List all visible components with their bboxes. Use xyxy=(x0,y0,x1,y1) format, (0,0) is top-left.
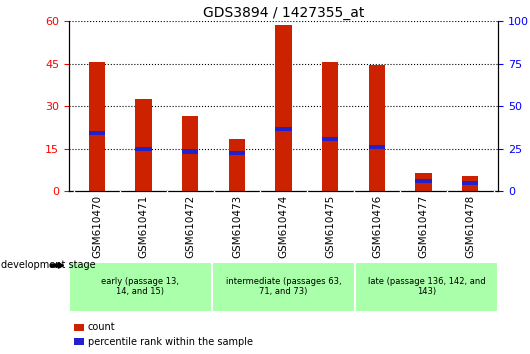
Bar xyxy=(229,151,245,155)
Text: GSM610472: GSM610472 xyxy=(185,195,195,258)
Text: late (passage 136, 142, and
143): late (passage 136, 142, and 143) xyxy=(368,277,485,296)
Bar xyxy=(322,62,338,191)
Bar xyxy=(462,176,479,191)
Bar xyxy=(416,179,432,183)
Bar xyxy=(322,137,338,141)
Bar xyxy=(276,127,292,131)
Bar xyxy=(369,145,385,149)
Bar xyxy=(462,181,479,185)
Text: GSM610473: GSM610473 xyxy=(232,195,242,258)
Bar xyxy=(355,262,498,312)
Bar xyxy=(212,262,355,312)
Bar xyxy=(276,25,292,191)
Text: GSM610470: GSM610470 xyxy=(92,195,102,258)
Text: GSM610477: GSM610477 xyxy=(419,195,429,258)
Bar xyxy=(69,262,212,312)
Bar xyxy=(182,116,198,191)
Text: percentile rank within the sample: percentile rank within the sample xyxy=(88,337,253,347)
Bar xyxy=(229,139,245,191)
Bar xyxy=(135,99,152,191)
Text: GSM610476: GSM610476 xyxy=(372,195,382,258)
Bar xyxy=(89,131,105,135)
Text: GSM610475: GSM610475 xyxy=(325,195,335,258)
Text: intermediate (passages 63,
71, and 73): intermediate (passages 63, 71, and 73) xyxy=(226,277,341,296)
Bar xyxy=(182,149,198,154)
Bar xyxy=(89,62,105,191)
Bar xyxy=(416,173,432,191)
Text: GSM610474: GSM610474 xyxy=(279,195,288,258)
Text: early (passage 13,
14, and 15): early (passage 13, 14, and 15) xyxy=(101,277,180,296)
Text: count: count xyxy=(88,322,116,332)
Bar xyxy=(135,147,152,151)
Title: GDS3894 / 1427355_at: GDS3894 / 1427355_at xyxy=(203,6,364,20)
Bar xyxy=(369,65,385,191)
Text: GSM610471: GSM610471 xyxy=(138,195,148,258)
Text: development stage: development stage xyxy=(1,261,95,270)
Text: GSM610478: GSM610478 xyxy=(465,195,475,258)
